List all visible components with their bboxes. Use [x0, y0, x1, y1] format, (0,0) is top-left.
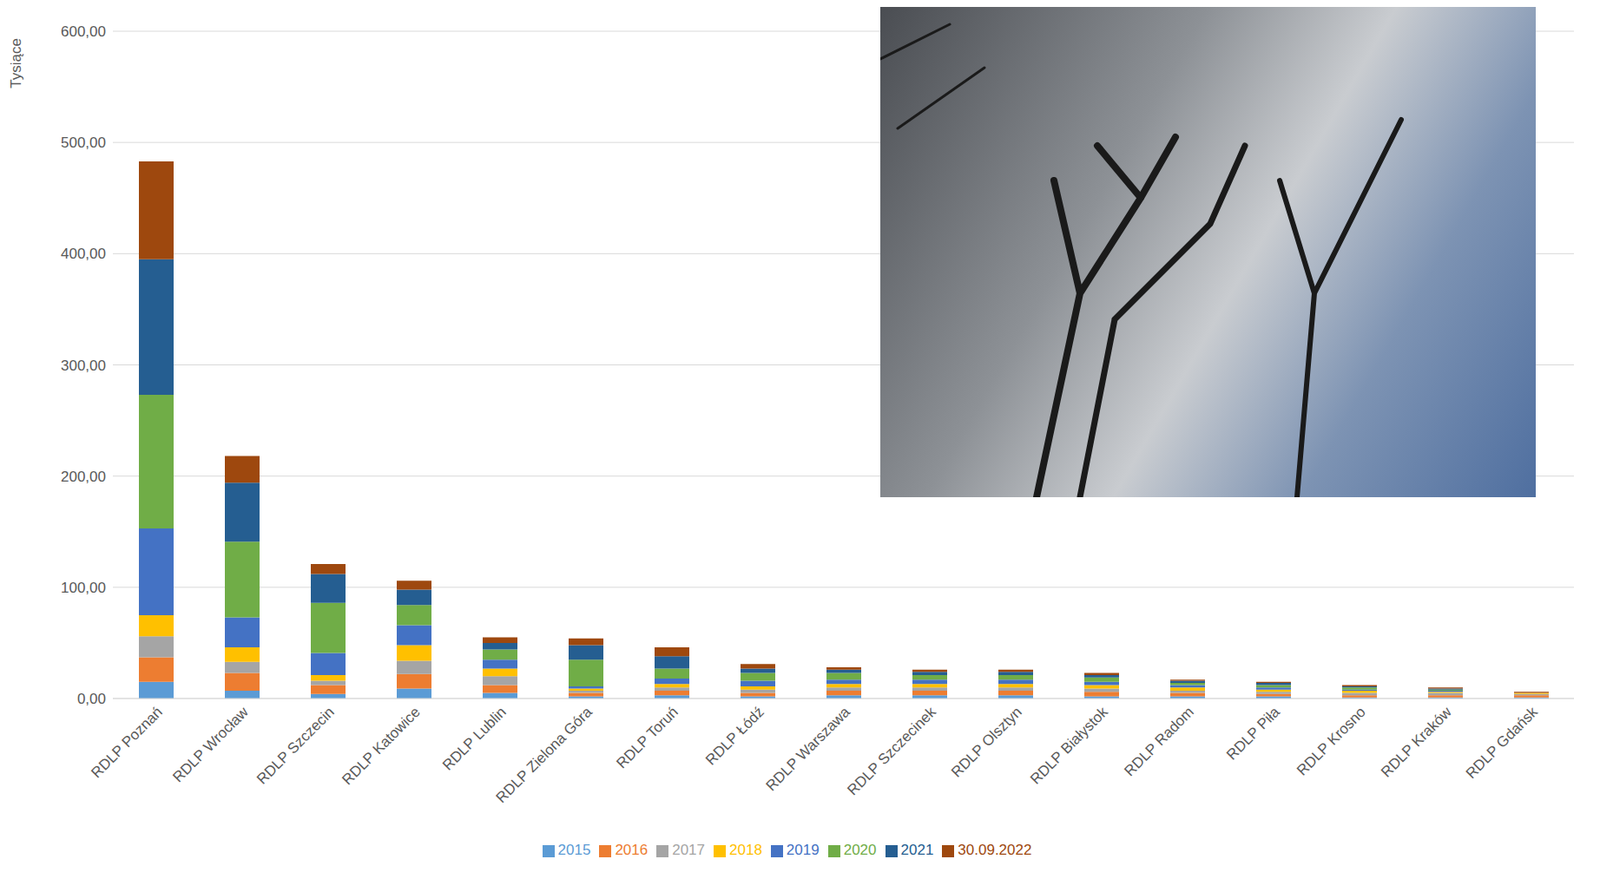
html-text:30.09.2022: 30.09.2022 — [957, 842, 1032, 859]
svg-text:200,00: 200,00 — [60, 468, 106, 486]
svg-text:400,00: 400,00 — [60, 245, 106, 263]
svg-text:RDLP Piła: RDLP Piła — [1223, 704, 1284, 764]
html-text:2015: 2015 — [557, 842, 591, 859]
svg-text:RDLP Wrocław: RDLP Wrocław — [169, 703, 252, 786]
html-text:2019: 2019 — [786, 842, 820, 859]
svg-text:RDLP Łódź: RDLP Łódź — [702, 704, 768, 770]
svg-text:RDLP Poznań: RDLP Poznań — [87, 704, 165, 782]
svg-text:RDLP Kraków: RDLP Kraków — [1377, 703, 1456, 781]
svg-text:300,00: 300,00 — [60, 357, 106, 375]
svg-text:RDLP Olsztyn: RDLP Olsztyn — [948, 704, 1026, 782]
html-text:2020: 2020 — [843, 842, 877, 859]
svg-text:RDLP Gdańsk: RDLP Gdańsk — [1462, 704, 1541, 783]
svg-text:RDLP Lublin: RDLP Lublin — [439, 704, 510, 775]
svg-text:600,00: 600,00 — [60, 23, 106, 40]
svg-text:RDLP Krosno: RDLP Krosno — [1293, 704, 1370, 780]
svg-text:RDLP Toruń: RDLP Toruń — [612, 704, 681, 772]
svg-text:500,00: 500,00 — [60, 134, 106, 152]
svg-text:RDLP Warszawa: RDLP Warszawa — [763, 704, 855, 796]
svg-text:Tysiące: Tysiące — [7, 38, 25, 89]
html-text:2017: 2017 — [672, 842, 705, 859]
html-text:2016: 2016 — [614, 842, 648, 859]
html-text:2018: 2018 — [729, 842, 763, 859]
html-text:2021: 2021 — [900, 842, 934, 859]
svg-text:RDLP Katowice: RDLP Katowice — [338, 704, 423, 789]
svg-text:RDLP Szczecin: RDLP Szczecin — [253, 704, 338, 789]
svg-text:RDLP Szczecinek: RDLP Szczecinek — [843, 704, 940, 800]
svg-text:RDLP Białystok: RDLP Białystok — [1027, 704, 1112, 789]
svg-text:RDLP Zielona Góra: RDLP Zielona Góra — [493, 704, 596, 807]
svg-text:0,00: 0,00 — [77, 691, 106, 708]
svg-text:100,00: 100,00 — [60, 579, 106, 597]
svg-text:RDLP Radom: RDLP Radom — [1120, 704, 1197, 780]
